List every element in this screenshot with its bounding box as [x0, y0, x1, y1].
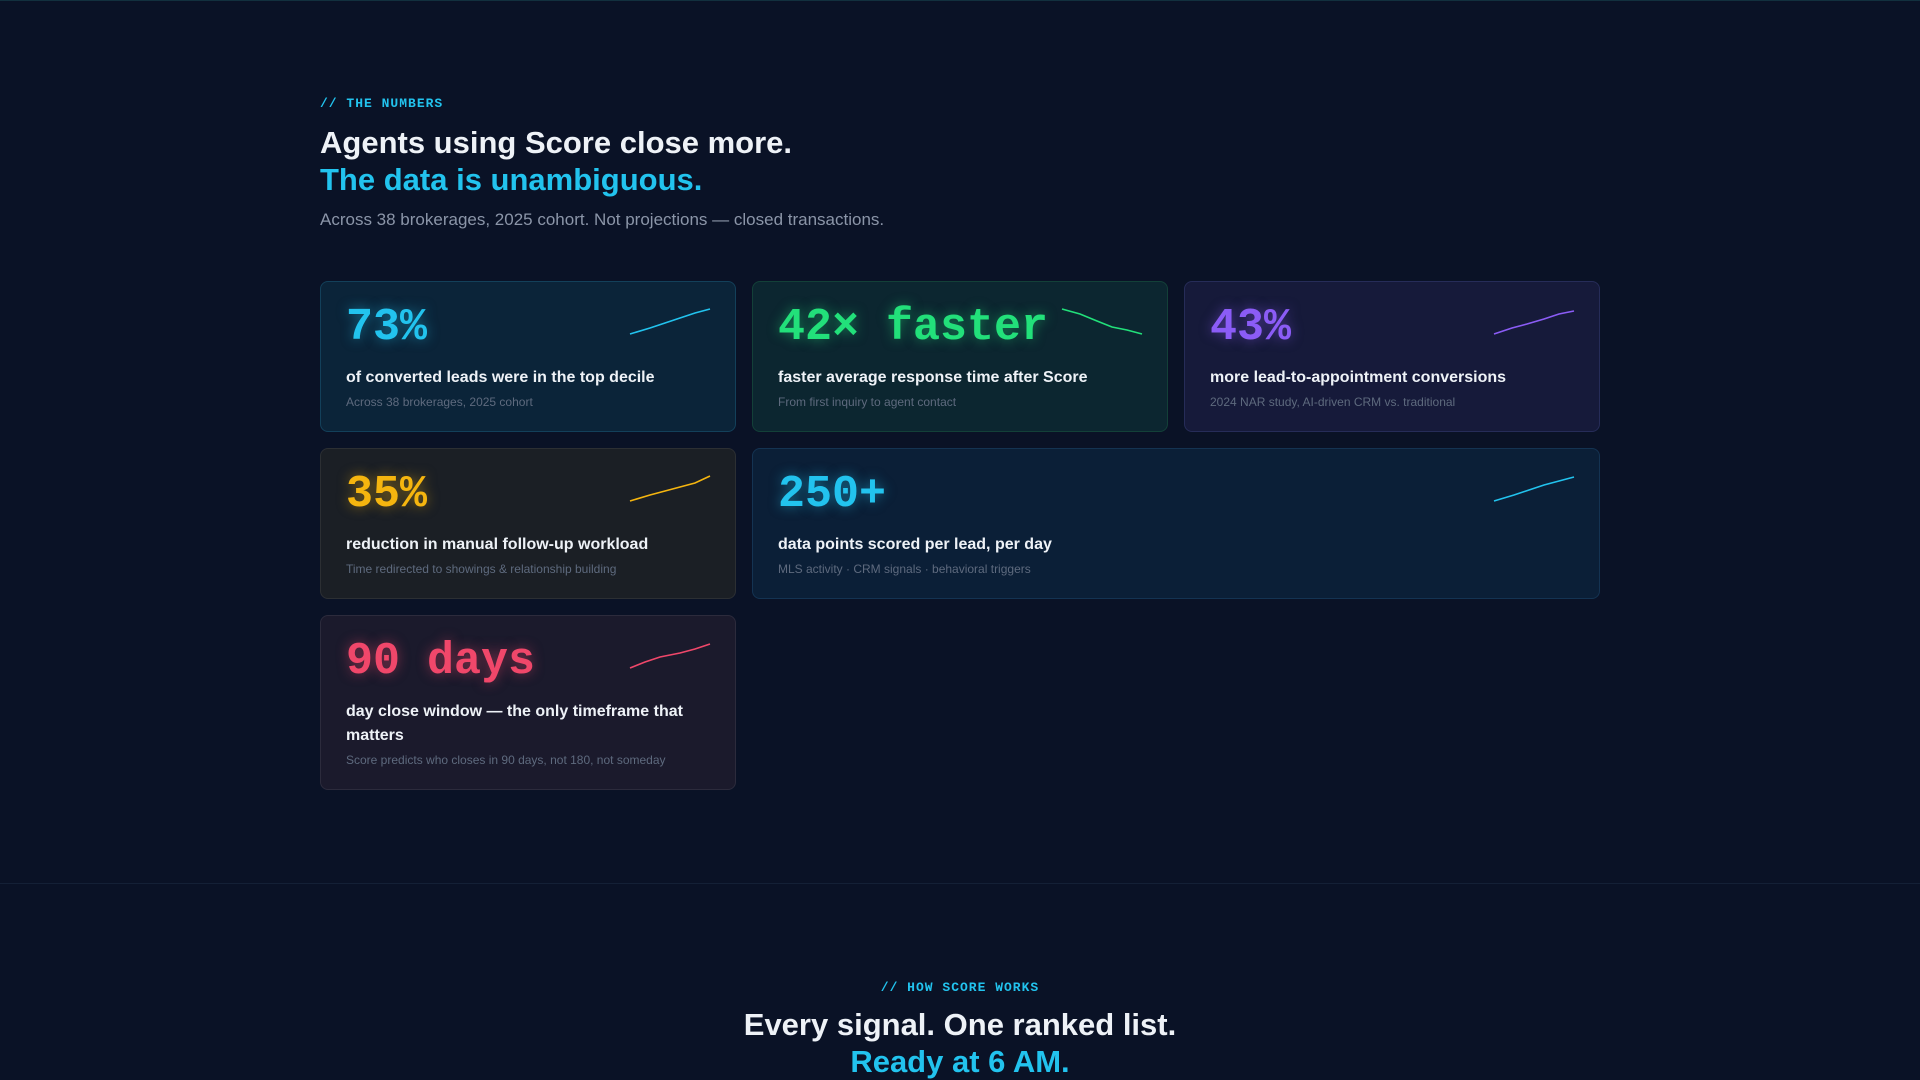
stat-note: Score predicts who closes in 90 days, no… — [346, 753, 666, 767]
sparkline-path — [629, 308, 711, 335]
stat-label: more lead-to-appointment conversions — [1210, 369, 1507, 386]
heading-highlight: The data is unambiguous. — [320, 162, 703, 197]
stat-label: day close window — the only timeframe th… — [346, 703, 683, 744]
stat-card: 90 days day close window — the only timef… — [320, 615, 736, 790]
heading-line: Agents using Score close more. — [320, 125, 793, 160]
eyebrow: // HOW SCORE WORKS — [880, 980, 1040, 995]
stat-value: 35% — [346, 469, 428, 520]
stat-card: 43% more lead-to-appointment conversions 2… — [1184, 281, 1600, 432]
stat-label: data points scored per lead, per day — [778, 536, 1052, 553]
stat-value: 90 days — [346, 636, 536, 687]
stat-value: 42× faster — [778, 302, 1049, 353]
sparkline — [1493, 476, 1575, 502]
stat-value: 43% — [1210, 302, 1292, 353]
sparkline — [1493, 310, 1575, 335]
heading-line: Every signal. One ranked list. — [743, 1007, 1177, 1042]
stat-card: 250+ data points scored per lead, per day… — [752, 448, 1600, 599]
heading: Every signal. One ranked list. Ready at 6… — [0, 1006, 1920, 1080]
eyebrow: // THE NUMBERS — [320, 96, 444, 111]
sparkline-path — [629, 475, 711, 502]
subtitle: Across 38 brokerages, 2025 cohort. Not p… — [320, 210, 885, 229]
stat-value: 250+ — [778, 469, 887, 520]
stat-note: Across 38 brokerages, 2025 cohort — [346, 395, 533, 409]
stat-label: of converted leads were in the top decil… — [346, 369, 655, 386]
sparkline-path — [1061, 308, 1143, 335]
stat-card: 35% reduction in manual follow-up workloa… — [320, 448, 736, 599]
stat-note: 2024 NAR study, AI-driven CRM vs. tradit… — [1210, 395, 1456, 409]
sparkline — [629, 475, 711, 502]
stats-grid: 73% of converted leads were in the top de… — [320, 281, 1600, 790]
sparkline-path — [629, 643, 711, 669]
sparkline-path — [1493, 476, 1575, 502]
divider — [0, 883, 1920, 884]
stat-note: MLS activity · CRM signals · behavioral … — [778, 562, 1031, 576]
sparkline — [629, 643, 711, 669]
sparkline — [629, 308, 711, 335]
stat-label: reduction in manual follow-up workload — [346, 536, 649, 553]
stat-note: Time redirected to showings & relationsh… — [346, 562, 617, 576]
stat-card: 42× faster faster average response time a… — [752, 281, 1168, 432]
sparkline — [1061, 308, 1143, 335]
stat-note: From first inquiry to agent contact — [778, 395, 957, 409]
heading-highlight: Ready at 6 AM. — [850, 1044, 1070, 1079]
stat-label: faster average response time after Score — [778, 369, 1088, 386]
stat-card: 73% of converted leads were in the top de… — [320, 281, 736, 432]
top-border — [0, 0, 1920, 1]
stat-value: 73% — [346, 302, 428, 353]
sparkline-path — [1493, 310, 1575, 335]
heading: Agents using Score close more. The data i… — [320, 124, 792, 198]
